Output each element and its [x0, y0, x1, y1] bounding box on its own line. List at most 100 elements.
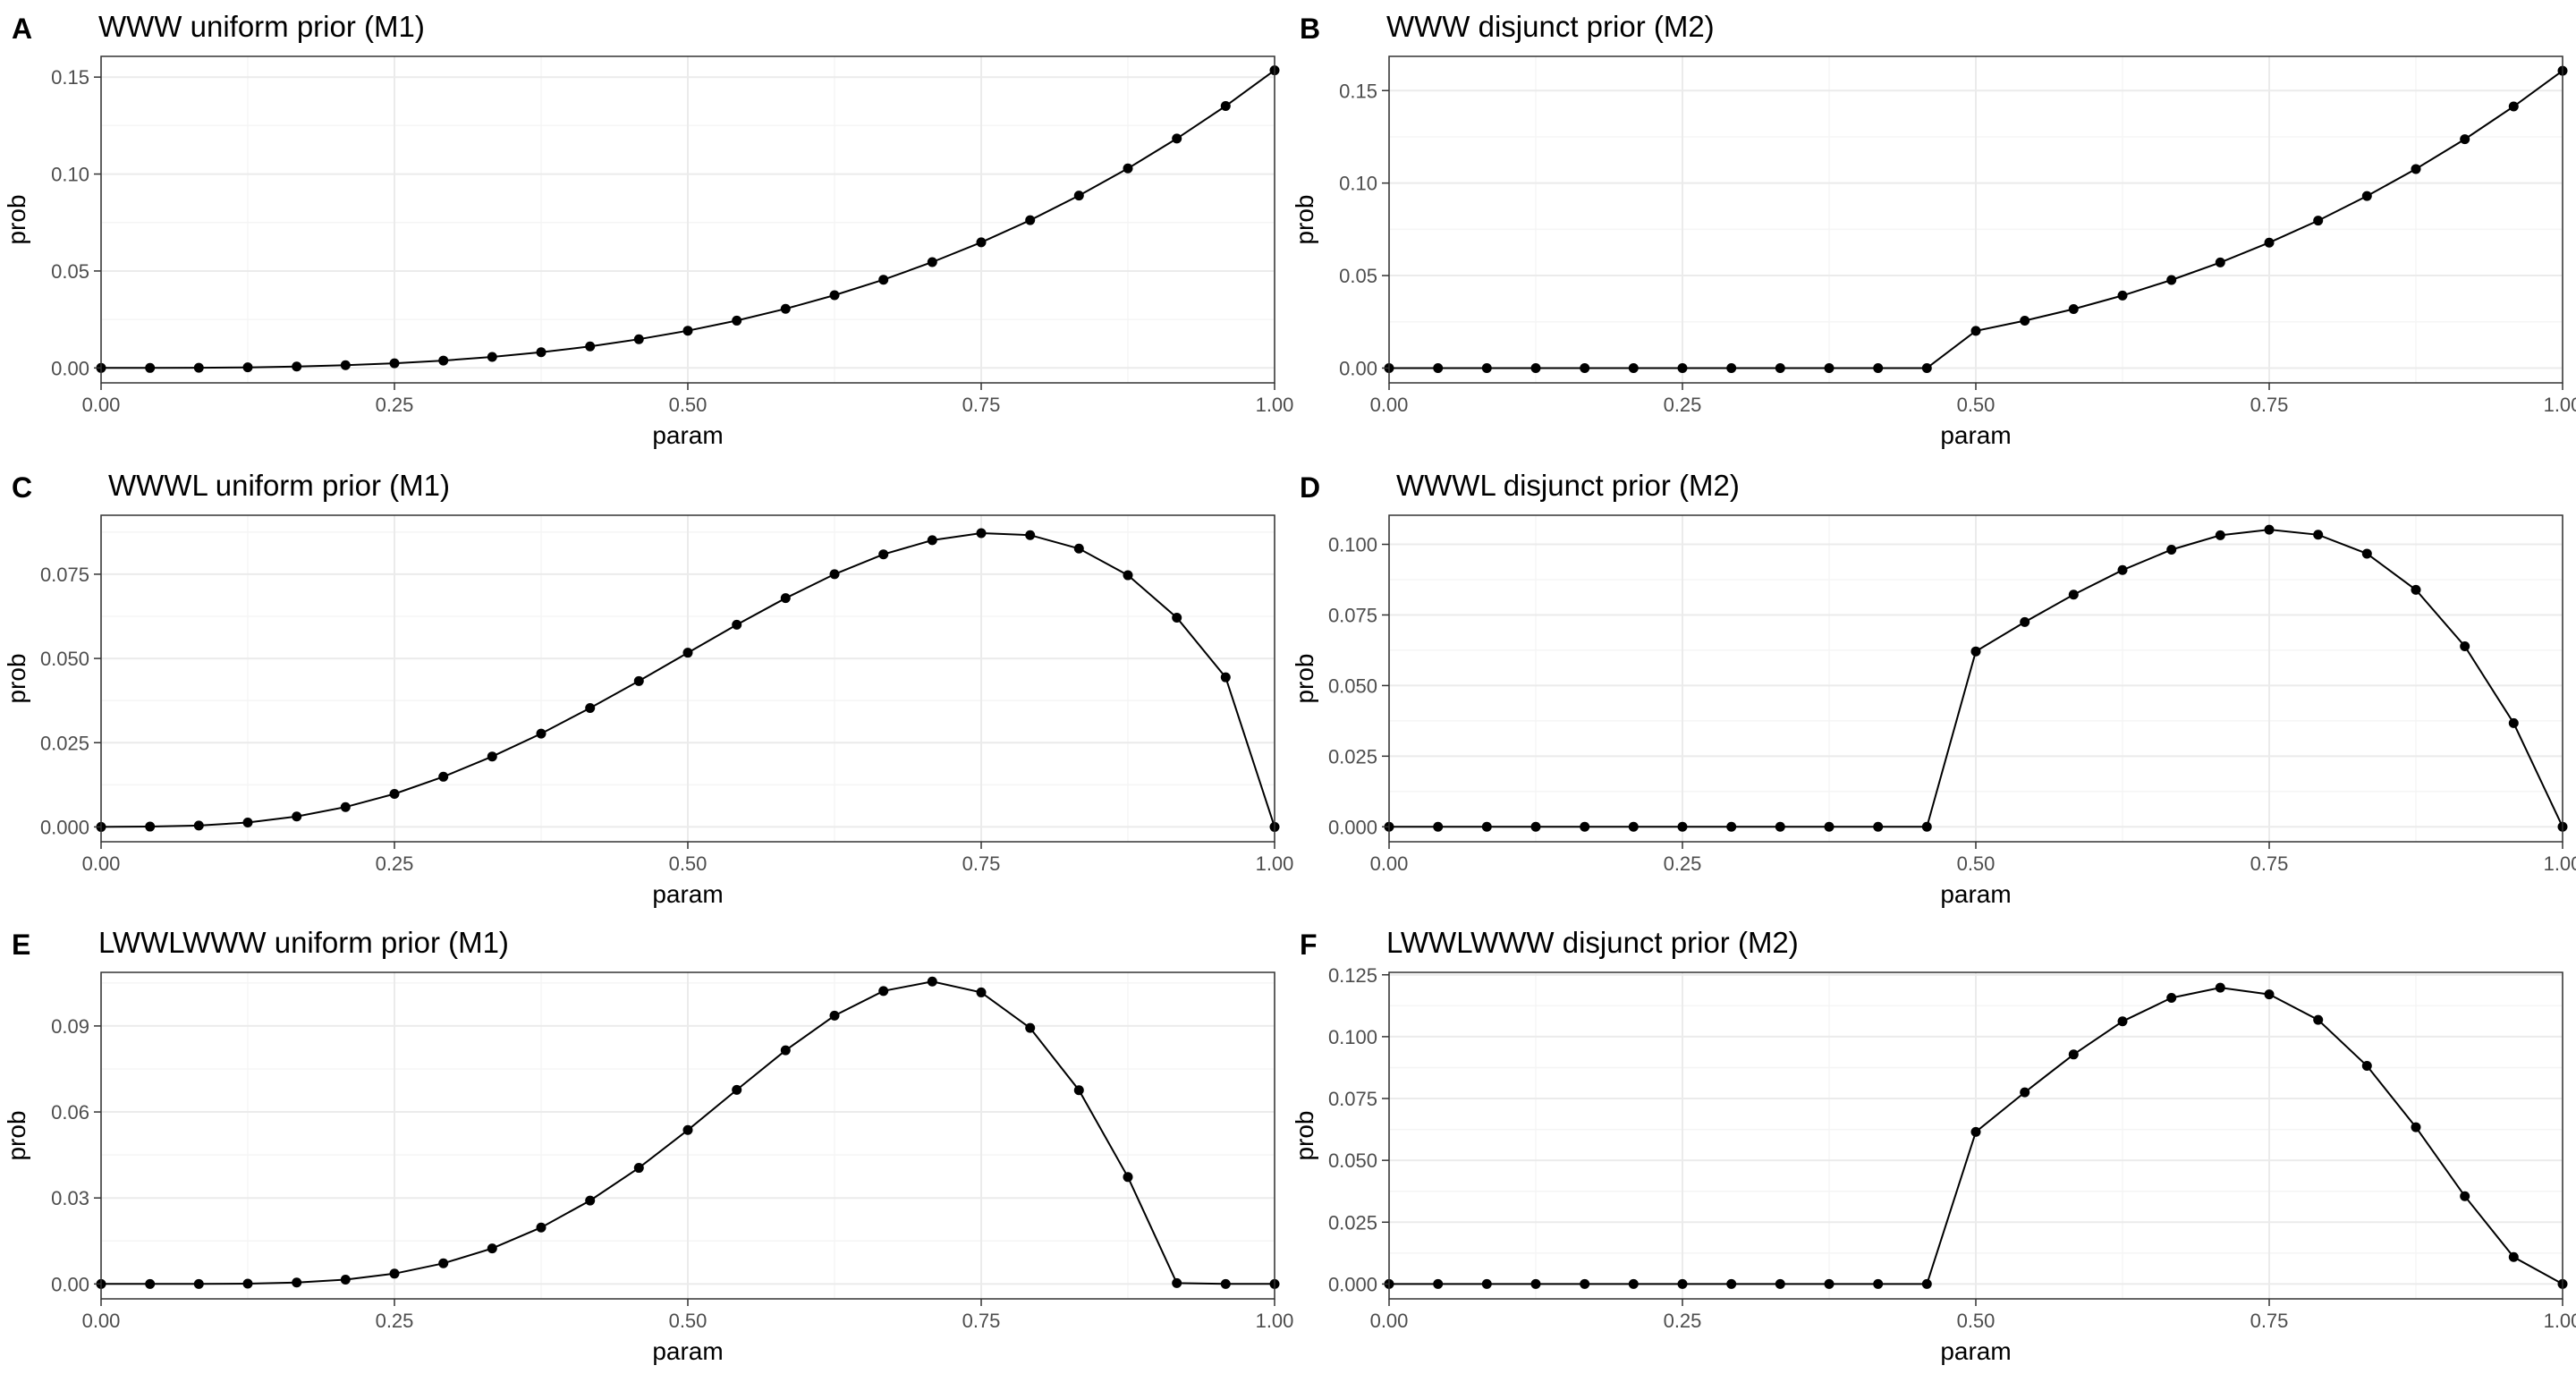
data-point	[292, 361, 302, 372]
y-tick-label: 0.00	[51, 357, 89, 379]
x-tick-label: 0.25	[376, 1310, 414, 1332]
data-point	[976, 528, 987, 539]
y-tick-label: 0.050	[40, 648, 89, 670]
x-tick-label: 0.75	[962, 1310, 1001, 1332]
data-point	[2068, 589, 2079, 600]
data-point	[2215, 530, 2225, 540]
data-point	[585, 1195, 596, 1206]
data-point	[340, 802, 351, 812]
x-tick-label: 0.50	[1957, 1310, 1996, 1332]
panel-title: LWWLWWW uniform prior (M1)	[98, 926, 509, 959]
panel-title: WWW disjunct prior (M2)	[1386, 10, 1715, 43]
y-tick-label: 0.025	[1328, 1211, 1377, 1234]
panel-letter: D	[1300, 471, 1320, 504]
data-point	[2264, 524, 2275, 535]
data-point	[878, 275, 889, 285]
data-point	[732, 619, 742, 630]
data-point	[1025, 1022, 1036, 1033]
y-axis-title: prob	[3, 194, 30, 244]
y-tick-label: 0.100	[1328, 1026, 1377, 1048]
data-point	[1025, 215, 1036, 225]
data-point	[1123, 570, 1133, 581]
data-point	[780, 593, 791, 604]
data-point	[2460, 134, 2470, 145]
y-tick-label: 0.06	[51, 1101, 89, 1124]
data-point	[2411, 1122, 2421, 1132]
data-point	[1220, 1278, 1231, 1289]
data-point	[438, 355, 449, 366]
y-tick-label: 0.10	[1339, 173, 1377, 195]
data-point	[389, 358, 400, 369]
data-point	[2117, 290, 2128, 301]
data-point	[2411, 164, 2421, 174]
y-tick-label: 0.10	[51, 164, 89, 186]
x-axis-title: param	[652, 1337, 723, 1365]
x-tick-label: 0.50	[669, 852, 708, 875]
panel-letter: E	[12, 929, 30, 961]
data-point	[487, 751, 497, 762]
data-point	[633, 1163, 644, 1174]
data-point	[389, 789, 400, 800]
data-point	[340, 1275, 351, 1285]
panel-letter: A	[12, 13, 32, 45]
data-point	[1970, 1126, 1981, 1137]
x-tick-label: 1.00	[1256, 852, 1294, 875]
panel-letter: C	[12, 471, 32, 504]
y-tick-label: 0.05	[1339, 265, 1377, 287]
y-axis-title: prob	[1291, 194, 1318, 244]
data-point	[1824, 1278, 1835, 1289]
data-point	[1677, 362, 1688, 373]
data-point	[2313, 216, 2324, 226]
data-point	[633, 334, 644, 344]
y-tick-label: 0.15	[51, 66, 89, 89]
data-point	[1123, 1172, 1133, 1183]
x-tick-label: 0.25	[376, 852, 414, 875]
data-point	[2460, 1191, 2470, 1201]
data-point	[1123, 163, 1133, 174]
x-tick-label: 0.50	[669, 394, 708, 416]
data-point	[1726, 1278, 1737, 1289]
data-point	[1433, 362, 1444, 373]
y-tick-label: 0.000	[1328, 1273, 1377, 1295]
x-tick-label: 0.50	[1957, 852, 1996, 875]
data-point	[2508, 101, 2519, 112]
data-point	[682, 648, 693, 658]
data-point	[585, 702, 596, 713]
data-point	[1775, 1278, 1785, 1289]
data-point	[1580, 362, 1590, 373]
data-point	[2020, 616, 2030, 627]
data-point	[829, 290, 840, 301]
data-point	[1726, 362, 1737, 373]
data-point	[1433, 821, 1444, 832]
y-tick-label: 0.05	[51, 260, 89, 283]
data-point	[1025, 530, 1036, 540]
y-axis-title: prob	[3, 1110, 30, 1160]
data-point	[2264, 989, 2275, 1000]
panel-title: WWWL disjunct prior (M2)	[1396, 469, 1740, 502]
x-tick-label: 1.00	[2544, 852, 2576, 875]
y-tick-label: 0.00	[1339, 357, 1377, 379]
data-point	[682, 326, 693, 336]
x-tick-label: 0.00	[1370, 852, 1409, 875]
x-tick-label: 0.25	[1664, 394, 1702, 416]
data-point	[2460, 641, 2470, 652]
data-point	[878, 549, 889, 560]
data-point	[1220, 672, 1231, 683]
data-point	[2313, 1014, 2324, 1025]
data-point	[1628, 362, 1639, 373]
y-tick-label: 0.03	[51, 1187, 89, 1209]
x-tick-label: 0.75	[2250, 394, 2289, 416]
data-point	[487, 352, 497, 362]
data-point	[536, 728, 547, 739]
y-tick-label: 0.125	[1328, 964, 1377, 987]
data-point	[2361, 548, 2372, 559]
data-point	[633, 675, 644, 686]
data-point	[1677, 1278, 1688, 1289]
x-tick-label: 0.00	[1370, 394, 1409, 416]
x-tick-label: 1.00	[1256, 394, 1294, 416]
data-point	[2166, 275, 2177, 285]
data-point	[732, 315, 742, 326]
x-tick-label: 0.75	[962, 394, 1001, 416]
data-point	[976, 987, 987, 997]
